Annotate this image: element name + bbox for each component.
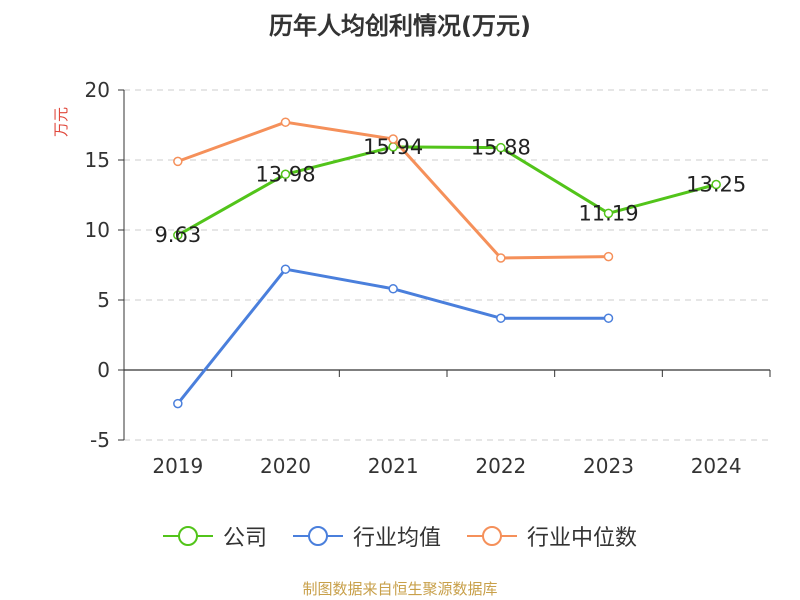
data-label: 15.88 (471, 136, 531, 160)
x-tick-label: 2021 (368, 454, 419, 478)
data-label: 11.19 (578, 201, 638, 225)
data-point (603, 313, 614, 323)
data-point (496, 142, 506, 153)
series-line (177, 145, 717, 237)
y-axis-title: 万元 (52, 107, 70, 137)
data-point (603, 251, 614, 262)
y-tick-label: 20 (85, 78, 110, 102)
legend-label: 行业均值 (352, 526, 441, 551)
legend-item[interactable]: 行业均值 (292, 520, 441, 552)
legend-item[interactable]: 行业中位数 (467, 520, 637, 552)
axes: -5 0 5 10 15 20 2019 2020 2021 2022 2023 2024 (85, 78, 771, 478)
data-point (280, 169, 291, 180)
data-labels: 9.63 13.98 15.94 15.88 11.19 13.25 (154, 135, 746, 247)
data-point (280, 117, 291, 127)
x-tick-label: 2022 (475, 454, 526, 478)
y-tick-label: 5 (97, 288, 110, 312)
legend-item[interactable]: 公司 (162, 520, 267, 552)
x-tick-label: 2019 (152, 454, 203, 478)
data-label: 9.63 (154, 223, 201, 247)
data-label: 15.94 (363, 135, 423, 159)
data-point (388, 134, 398, 144)
source-note: 制图数据来自恒生聚源数据库 (302, 580, 498, 598)
data-point (173, 230, 183, 240)
data-point (388, 284, 398, 294)
data-label: 13.25 (686, 173, 746, 197)
data-point (496, 253, 506, 263)
legend-swatch-icon (292, 526, 343, 546)
x-tick-label: 2024 (691, 454, 742, 478)
y-tick-label: 10 (85, 218, 110, 242)
data-point (496, 313, 506, 323)
y-tick-label: 15 (85, 148, 110, 172)
legend-swatch-icon (162, 526, 213, 546)
y-tick-label: 0 (97, 358, 110, 382)
y-tick-label: -5 (90, 428, 110, 452)
legend: 公司 行业均值 行业中位数 (0, 520, 800, 552)
legend-label: 公司 (222, 526, 267, 551)
series-lines (173, 117, 721, 409)
chart-title: 历年人均创利情况(万元) (269, 12, 531, 40)
data-point (603, 208, 614, 219)
data-point (711, 179, 721, 190)
x-tick-label: 2020 (260, 454, 311, 478)
data-point (173, 156, 183, 167)
data-point (173, 398, 183, 409)
grid-lines (124, 89, 770, 441)
data-point (280, 264, 291, 274)
data-label: 13.98 (255, 162, 315, 186)
legend-label: 行业中位数 (527, 526, 638, 551)
x-tick-label: 2023 (583, 454, 634, 478)
legend-swatch-icon (467, 526, 517, 546)
